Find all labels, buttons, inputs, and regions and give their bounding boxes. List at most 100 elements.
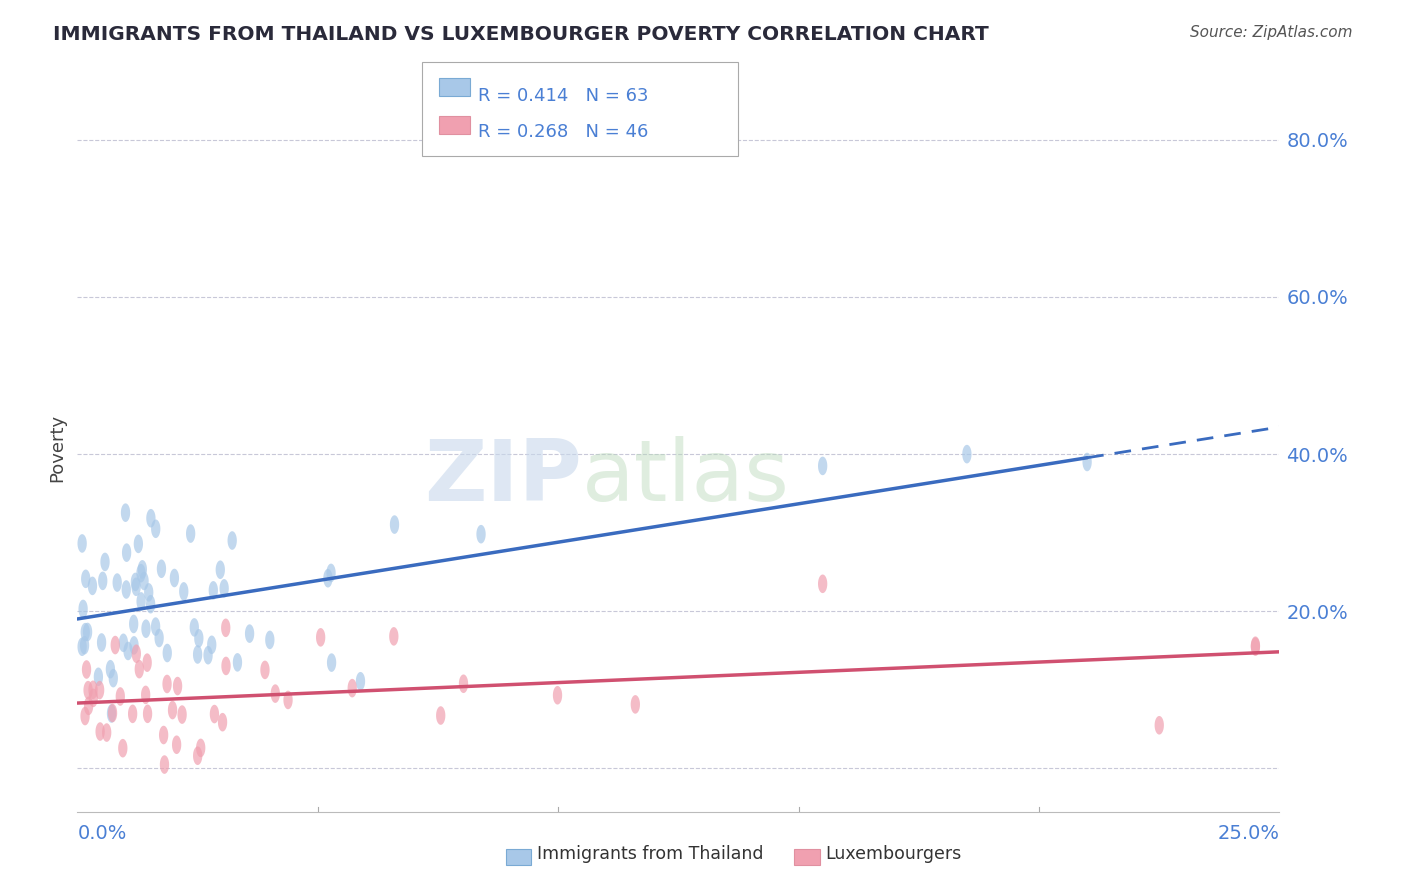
Point	[811, 576, 834, 591]
Point	[209, 563, 232, 577]
Point	[215, 659, 238, 673]
Point	[77, 683, 100, 698]
Point	[103, 671, 125, 685]
Point	[183, 620, 205, 634]
Point	[100, 706, 122, 721]
Point	[100, 662, 122, 676]
Point	[72, 602, 94, 616]
Point	[125, 647, 148, 661]
Point	[125, 580, 148, 594]
Point	[122, 639, 145, 653]
Point	[811, 458, 834, 473]
Point	[197, 648, 219, 663]
Point	[70, 640, 93, 654]
Point	[319, 566, 342, 580]
Point	[316, 571, 339, 585]
Point	[239, 626, 262, 640]
Point	[162, 703, 184, 717]
Point	[156, 677, 179, 691]
Point	[90, 635, 112, 649]
Point	[277, 693, 299, 707]
Point	[148, 631, 170, 645]
Point	[104, 638, 127, 652]
Point	[342, 681, 364, 695]
Point	[215, 621, 238, 635]
Point	[382, 629, 405, 643]
Point	[153, 757, 176, 772]
Point	[127, 537, 149, 551]
Point	[76, 663, 98, 677]
Text: IMMIGRANTS FROM THAILAND VS LUXEMBOURGER POVERTY CORRELATION CHART: IMMIGRANTS FROM THAILAND VS LUXEMBOURGER…	[53, 25, 990, 44]
Y-axis label: Poverty: Poverty	[48, 414, 66, 483]
Point	[77, 698, 100, 713]
Point	[309, 631, 332, 645]
Point	[117, 644, 139, 658]
Point	[110, 690, 132, 704]
Text: Luxembourgers: Luxembourgers	[825, 845, 962, 863]
Point	[212, 582, 235, 596]
Point	[349, 674, 371, 689]
Point	[115, 582, 138, 597]
Text: 0.0%: 0.0%	[77, 823, 127, 843]
Point	[264, 687, 287, 701]
Point	[124, 574, 146, 589]
Point	[138, 585, 160, 599]
Point	[70, 536, 93, 550]
Point	[166, 679, 188, 693]
Point	[453, 677, 475, 691]
Point	[131, 562, 153, 576]
Text: R = 0.268   N = 46: R = 0.268 N = 46	[478, 123, 648, 141]
Point	[89, 683, 111, 698]
Point	[429, 708, 451, 723]
Point	[89, 724, 111, 739]
Point	[129, 594, 152, 608]
Point	[470, 527, 492, 541]
Text: ZIP: ZIP	[425, 436, 582, 519]
Point	[1244, 639, 1267, 653]
Point	[75, 572, 97, 586]
Point	[156, 646, 179, 660]
Point	[190, 740, 212, 755]
Point	[115, 546, 138, 560]
Point	[129, 566, 152, 581]
Point	[221, 533, 243, 548]
Text: Immigrants from Thailand: Immigrants from Thailand	[537, 845, 763, 863]
Point	[82, 579, 104, 593]
Point	[259, 632, 281, 647]
Point	[1076, 455, 1098, 469]
Point	[121, 706, 143, 721]
Point	[135, 688, 157, 702]
Point	[253, 663, 276, 677]
Point	[135, 622, 157, 636]
Point	[105, 575, 128, 590]
Point	[73, 638, 96, 652]
Point	[384, 517, 406, 532]
Point	[82, 682, 104, 697]
Point	[75, 625, 97, 640]
Point	[112, 636, 135, 650]
Point	[1149, 718, 1171, 732]
Point	[150, 562, 173, 576]
Point	[226, 656, 249, 670]
Point	[75, 709, 97, 723]
Point	[139, 597, 162, 611]
Text: Source: ZipAtlas.com: Source: ZipAtlas.com	[1189, 25, 1353, 40]
Point	[122, 617, 145, 632]
Text: 25.0%: 25.0%	[1218, 823, 1279, 843]
Point	[187, 648, 209, 662]
Point	[87, 670, 110, 684]
Point	[204, 707, 226, 722]
Text: atlas: atlas	[582, 436, 790, 519]
Point	[152, 728, 174, 742]
Point	[321, 656, 343, 670]
Point	[136, 706, 159, 721]
Point	[172, 707, 194, 722]
Point	[132, 574, 155, 588]
Point	[139, 511, 162, 525]
Point	[211, 715, 233, 730]
Point	[202, 583, 225, 598]
Point	[94, 555, 117, 569]
Point	[101, 706, 124, 720]
Point	[1244, 640, 1267, 654]
Point	[624, 698, 647, 712]
